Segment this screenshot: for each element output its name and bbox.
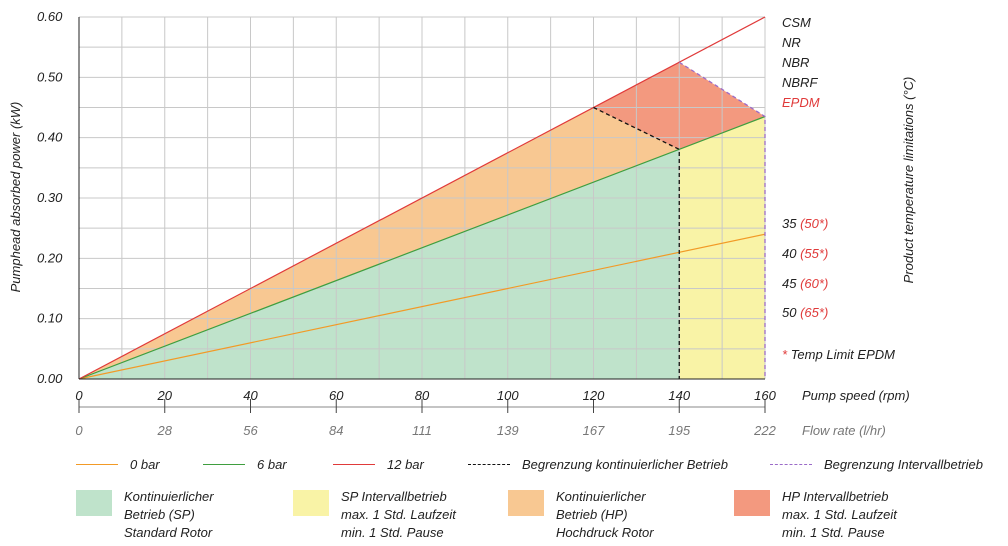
x-tick-label: 160	[754, 388, 776, 403]
x2-tick-label: 167	[583, 423, 605, 438]
y-tick-label: 0.60	[37, 9, 63, 24]
x2-tick-label: 111	[412, 423, 432, 438]
x-tick-label: 120	[583, 388, 605, 403]
x-tick-label: 40	[243, 388, 258, 403]
series-line	[78, 233, 766, 380]
y-tick-label: 0.10	[37, 311, 63, 326]
temp-epdm: (65*)	[800, 305, 828, 320]
x2-tick-label: 0	[75, 423, 83, 438]
chart-labels: 0.00 0.10 0.20 0.30 0.40 0.50 0.60 0 20 40 60 80 100…	[37, 9, 777, 438]
temp-epdm: (60*)	[800, 276, 828, 291]
x2-tick-label: 56	[243, 423, 258, 438]
limit-line	[593, 106, 680, 379]
series-line	[78, 16, 766, 380]
temp-value: 45	[782, 276, 797, 291]
x2-tick-label: 195	[668, 423, 690, 438]
temp-row: 50 (65*)	[782, 305, 828, 320]
x-tick-label: 100	[497, 388, 519, 403]
materials-list: CSM NR NBR NBRF EPDM	[782, 15, 820, 110]
limit-line	[678, 61, 766, 379]
temp-row: 45 (60*)	[782, 276, 828, 291]
temperature-list: 35 (50*) 40 (55*) 45 (60*) 50 (65*)	[782, 216, 828, 320]
chart-axes	[78, 17, 766, 413]
right-axis-title: Product temperature limitations (°C)	[901, 77, 916, 284]
chart-limits	[593, 61, 766, 379]
x2-tick-label: 222	[753, 423, 776, 438]
material-label: NR	[782, 35, 801, 50]
temp-value: 40	[782, 246, 797, 261]
y-tick-label: 0.00	[37, 371, 63, 386]
temp-row: 40 (55*)	[782, 246, 828, 261]
x-tick-label: 80	[415, 388, 430, 403]
x2-tick-label: 84	[329, 423, 343, 438]
series-line	[78, 115, 766, 380]
x2-axis-title: Flow rate (l/hr)	[802, 423, 886, 438]
material-label: EPDM	[782, 95, 820, 110]
y-tick-label: 0.40	[37, 130, 63, 145]
temp-value: 50	[782, 305, 797, 320]
x2-tick-label: 28	[157, 423, 173, 438]
temp-value: 35	[782, 216, 797, 231]
x-axis-title: Pump speed (rpm)	[802, 388, 910, 403]
y-tick-label: 0.50	[37, 69, 63, 84]
temp-row: 35 (50*)	[782, 216, 828, 231]
temp-epdm: (55*)	[800, 246, 828, 261]
footnote-text: Temp Limit EPDM	[791, 347, 895, 362]
y-tick-label: 0.30	[37, 190, 63, 205]
x-tick-label: 0	[75, 388, 83, 403]
x2-tick-label: 139	[497, 423, 519, 438]
temp-epdm: (50*)	[800, 216, 828, 231]
material-label: CSM	[782, 15, 811, 30]
x-tick-label: 140	[668, 388, 690, 403]
x-tick-label: 60	[329, 388, 344, 403]
chart-series	[78, 16, 766, 380]
material-label: NBRF	[782, 75, 818, 90]
y-axis-title: Pumphead absorbed power (kW)	[8, 102, 23, 293]
footnote: * Temp Limit EPDM	[782, 347, 895, 362]
footnote-mark: *	[782, 347, 788, 362]
x-tick-label: 20	[157, 388, 173, 403]
material-label: NBR	[782, 55, 809, 70]
y-tick-label: 0.20	[37, 250, 63, 265]
